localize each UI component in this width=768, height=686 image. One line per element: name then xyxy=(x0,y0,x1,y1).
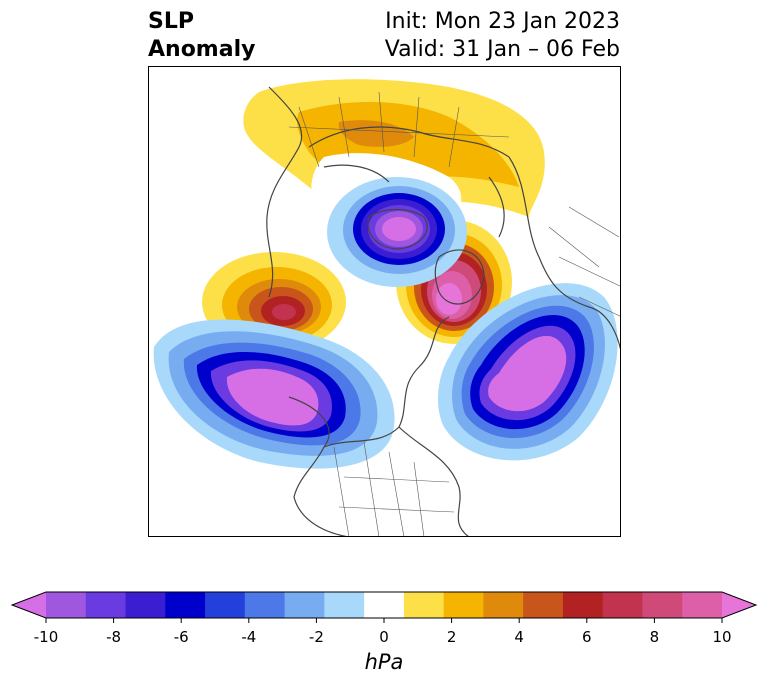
colorbar-units: hPa xyxy=(364,650,404,674)
colorbar-cell xyxy=(244,592,286,618)
coastlines xyxy=(266,86,620,536)
colorbar-cell xyxy=(324,592,365,618)
colorbar-tick-label: 4 xyxy=(514,628,524,646)
colorbar-cell xyxy=(165,592,206,618)
colorbar-tick-label: -10 xyxy=(33,628,59,646)
init-time: Init: Mon 23 Jan 2023 xyxy=(385,9,620,34)
colorbar-cell xyxy=(284,592,325,618)
colorbar-cell xyxy=(483,592,524,618)
colorbar-extend-min xyxy=(12,592,46,618)
colorbar-cell xyxy=(85,592,127,618)
colorbar-tick-label: -6 xyxy=(173,628,189,646)
low-north-pacific xyxy=(153,319,395,469)
title-line2: Anomaly xyxy=(148,37,256,62)
colorbar-cell xyxy=(205,592,246,618)
colorbar-cell xyxy=(443,592,484,618)
valid-time: Valid: 31 Jan – 06 Feb xyxy=(384,37,620,62)
colorbar-cell xyxy=(682,592,723,618)
title-line1: SLP xyxy=(148,9,194,34)
colorbar-cell xyxy=(403,592,445,618)
map-title: SLP Anomaly xyxy=(148,8,255,64)
colorbar-cell xyxy=(125,592,166,618)
political-borders xyxy=(288,91,620,536)
low-hudson-greenland xyxy=(327,177,467,287)
colorbar-tick-label: 8 xyxy=(649,628,660,646)
colorbar-tick-label: 0 xyxy=(379,628,389,646)
colorbar-extend-max xyxy=(722,592,756,618)
forecast-times: Init: Mon 23 Jan 2023 Valid: 31 Jan – 06… xyxy=(385,8,620,64)
colorbar-tick-label: -2 xyxy=(308,628,324,646)
colorbar-cell xyxy=(523,592,564,618)
colorbar-tick-label: -8 xyxy=(106,628,122,646)
colorbar-tick-label: 10 xyxy=(712,628,732,646)
slp-anomaly-map xyxy=(148,66,621,537)
colorbar-cell xyxy=(602,592,643,618)
colorbar-cell xyxy=(562,592,604,618)
low-north-atlantic xyxy=(437,283,618,461)
colorbar-tick-label: -4 xyxy=(241,628,257,646)
colorbar-tick-label: 6 xyxy=(582,628,592,646)
colorbar-tick-label: 2 xyxy=(446,628,457,646)
colorbar-cell xyxy=(642,592,683,618)
colorbar xyxy=(10,591,758,623)
colorbar-cell xyxy=(46,592,87,618)
colorbar-cell xyxy=(364,592,405,618)
